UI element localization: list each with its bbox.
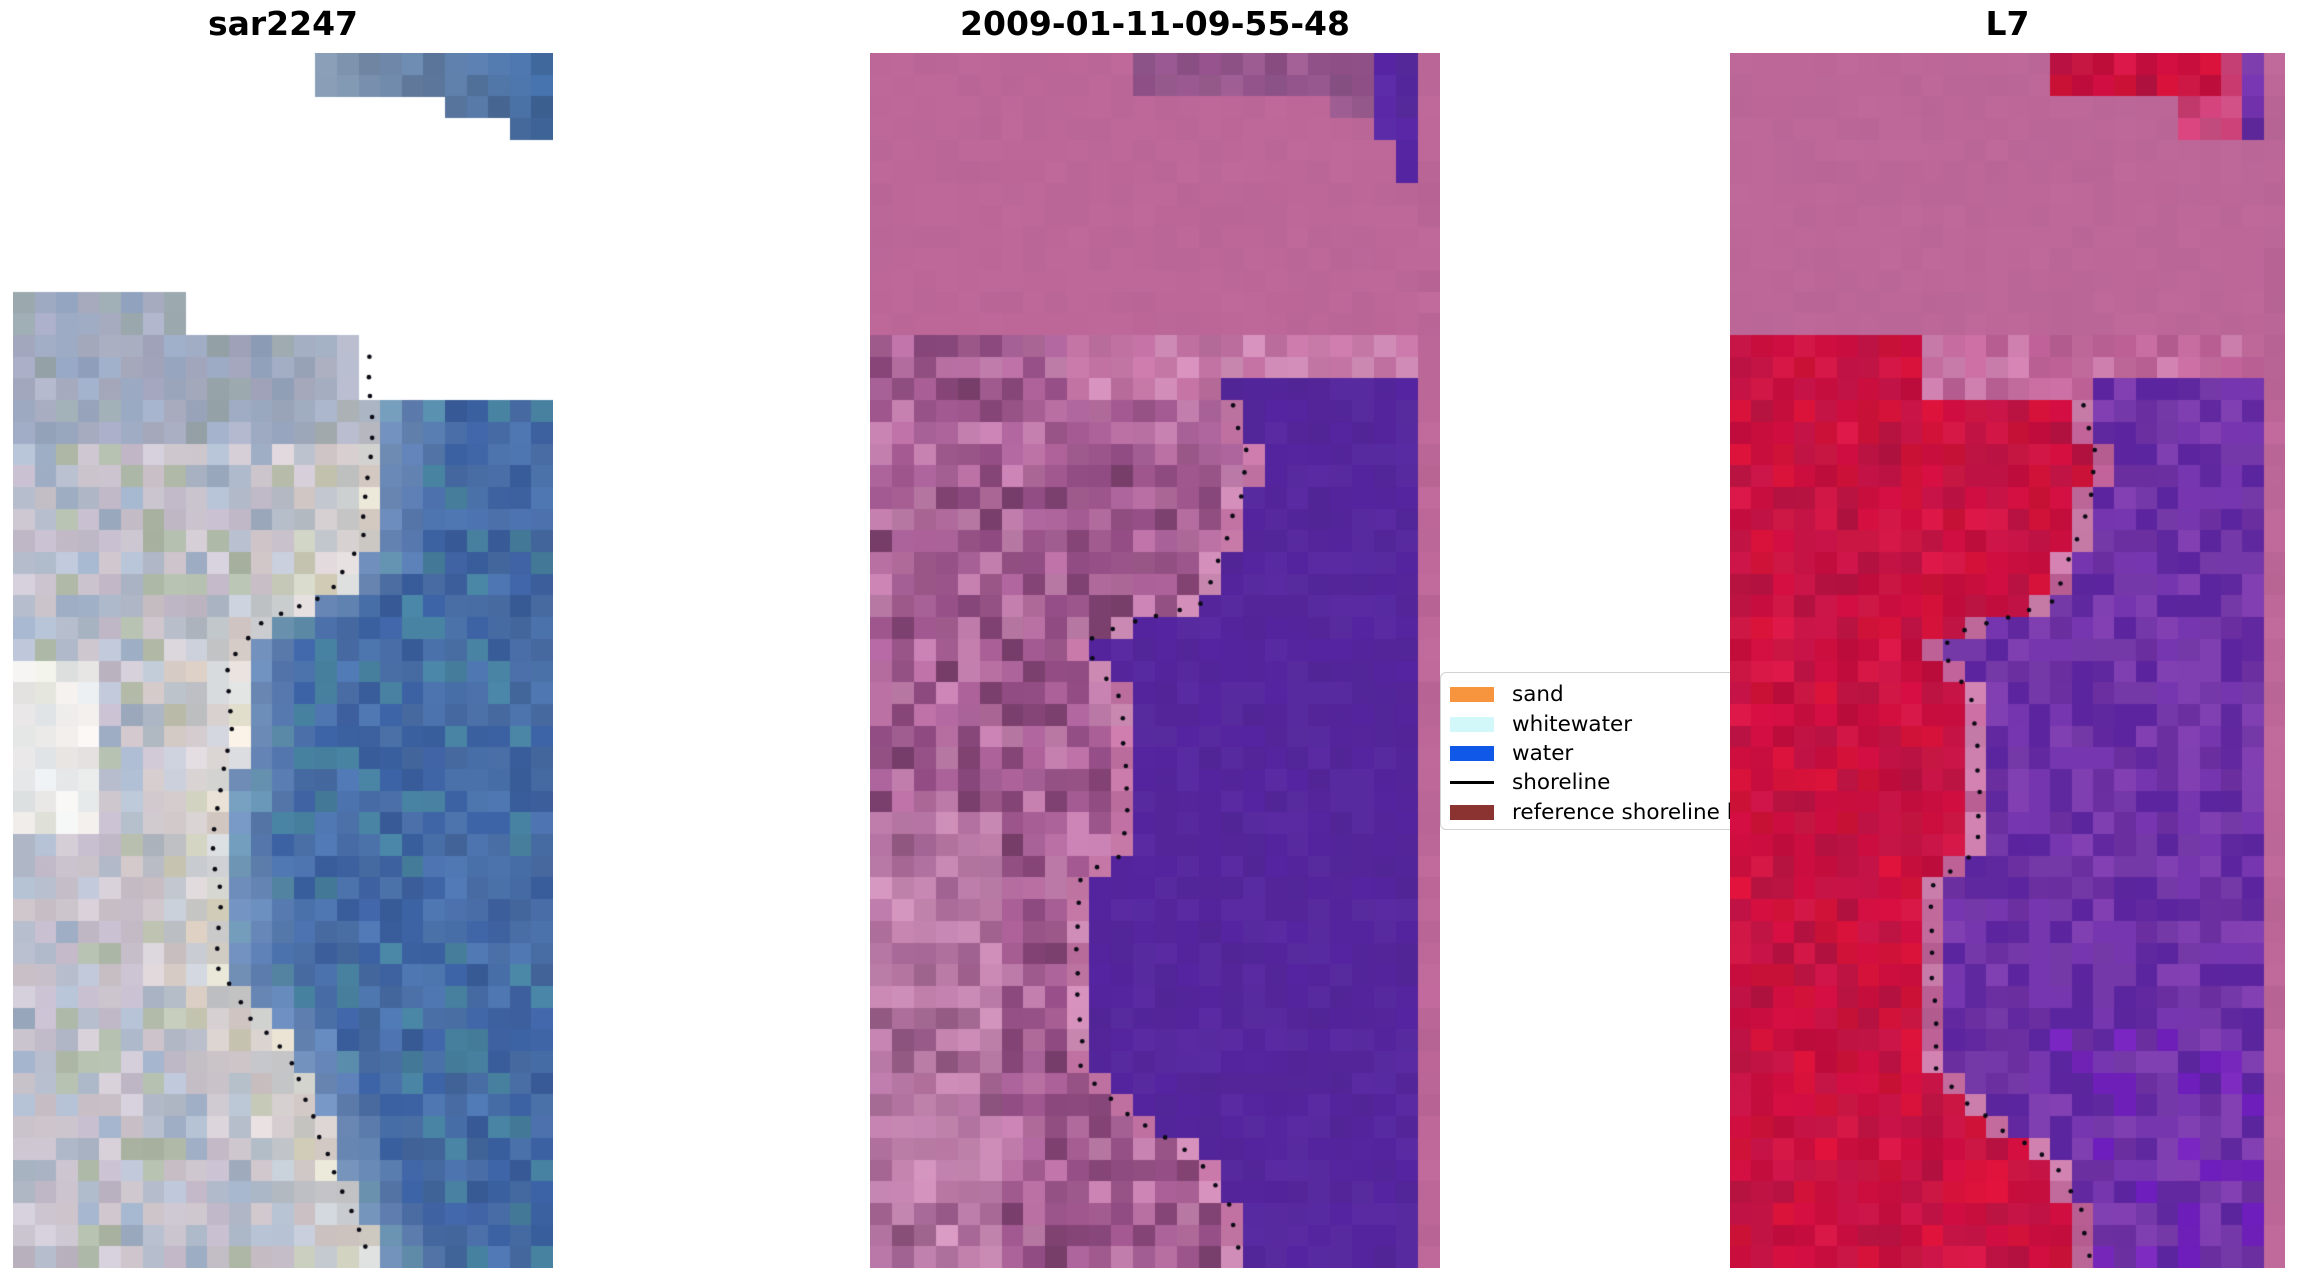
shoreline-line-swatch [1450,781,1494,785]
legend-item-reference-shoreline: reference shoreline b [1450,798,1745,827]
legend-label: shoreline [1512,770,1611,796]
legend-item-whitewater: whitewater [1450,709,1745,738]
legend-label: sand [1512,682,1564,708]
sand-swatch [1450,687,1494,703]
legend-label: whitewater [1512,711,1633,737]
panel-title-date: 2009-01-11-09-55-48 [960,4,1350,43]
reference-shoreline-swatch [1450,804,1494,820]
optical-classified-image [870,53,1440,1268]
sar2247-satellite-image [13,53,553,1268]
whitewater-swatch [1450,716,1494,732]
panel-title-l7: L7 [1985,4,2030,43]
legend-item-sand: sand [1450,680,1745,709]
water-swatch [1450,745,1494,761]
legend-item-shoreline: shoreline [1450,768,1745,797]
legend: sand whitewater water shoreline referenc… [1440,672,1746,830]
legend-item-water: water [1450,739,1745,768]
legend-label: reference shoreline b [1512,799,1741,825]
panel-title-sar2247: sar2247 [207,4,359,43]
l7-classified-image [1730,53,2285,1268]
legend-label: water [1512,740,1574,766]
